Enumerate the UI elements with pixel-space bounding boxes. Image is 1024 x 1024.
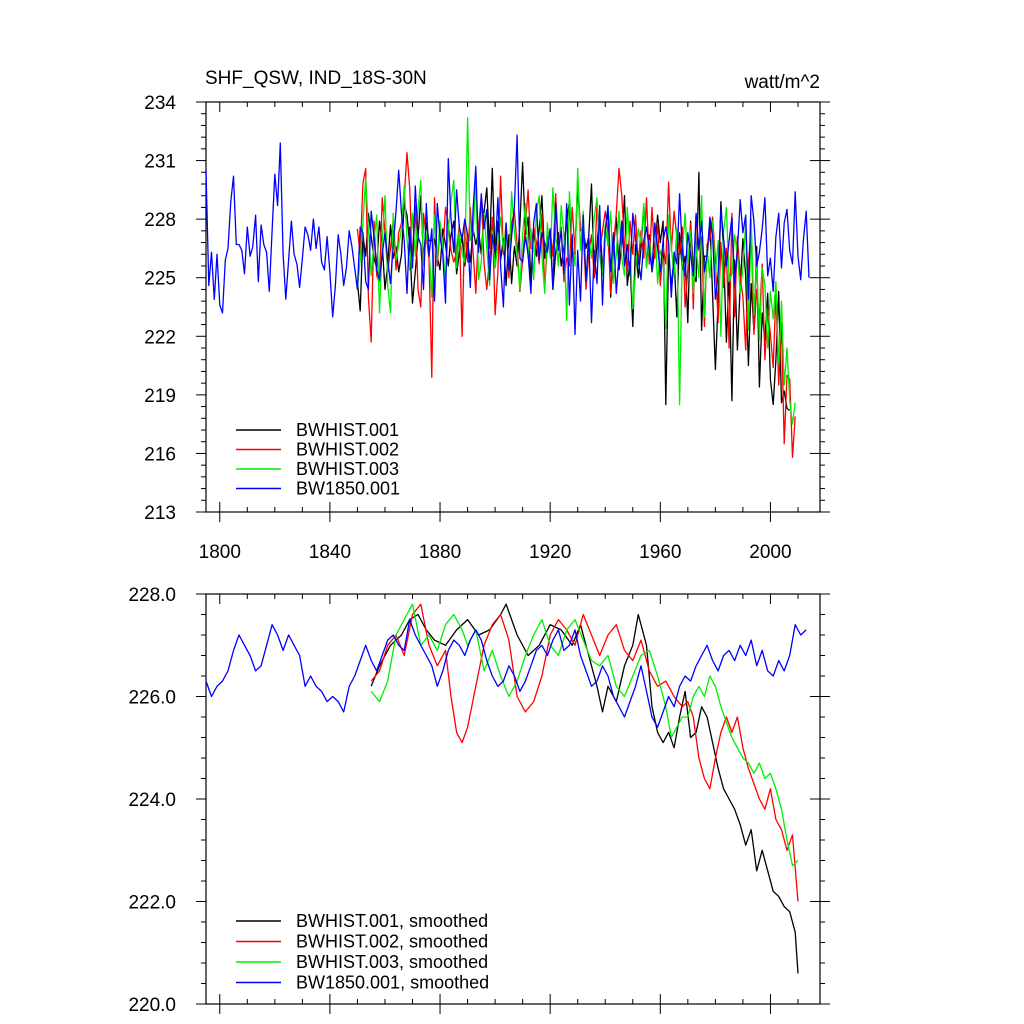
x-tick-label: 1800 xyxy=(199,542,241,563)
x-tick-label: 1880 xyxy=(419,542,461,563)
series-line-bwhist-002-smoothed xyxy=(370,603,799,902)
series-line-bwhist-003-smoothed xyxy=(370,603,799,867)
y-tick-label: 213 xyxy=(144,503,176,524)
y-tick-label: 219 xyxy=(144,386,176,407)
legend-label: BW1850.001 xyxy=(296,479,400,499)
x-tick-label: 1840 xyxy=(309,542,351,563)
bottom-panel: 220.0 222.0 224.0 226.0 228.0 BWHIST.001, sm… xyxy=(128,585,830,1016)
top-units: watt/m^2 xyxy=(744,72,820,93)
x-tick-label: 1920 xyxy=(529,542,571,563)
series-line-bw1850-001 xyxy=(205,134,810,335)
bottom-axes: 220.0 222.0 224.0 226.0 228.0 xyxy=(128,585,830,1016)
x-tick-label: 2000 xyxy=(749,542,791,563)
y-tick-label: 224.0 xyxy=(128,790,176,811)
top-series-group xyxy=(205,116,810,458)
y-tick-label: 234 xyxy=(144,93,176,114)
top-plot-frame xyxy=(205,101,821,513)
top-panel: SHF_QSW, IND_18S-30N watt/m^2 1800 1840 18… xyxy=(144,68,830,563)
y-tick-label: 222 xyxy=(144,327,176,348)
y-tick-label: 225 xyxy=(144,269,176,290)
legend-label: BWHIST.002, smoothed xyxy=(296,932,488,952)
legend-label: BWHIST.003, smoothed xyxy=(296,952,488,972)
top-title: SHF_QSW, IND_18S-30N xyxy=(205,68,427,89)
y-tick-label: 216 xyxy=(144,444,176,465)
y-tick-label: 226.0 xyxy=(128,688,176,709)
legend-label: BWHIST.001 xyxy=(296,420,399,440)
legend-label: BW1850.001, smoothed xyxy=(296,973,489,993)
y-tick-label: 228.0 xyxy=(128,585,176,606)
y-tick-label: 222.0 xyxy=(128,893,176,914)
top-axes: 1800 1840 1880 1920 1960 2000 213 216 219 222 225 2… xyxy=(144,93,830,563)
legend-label: BWHIST.003 xyxy=(296,459,399,479)
y-tick-label: 228 xyxy=(144,210,176,231)
x-tick-label: 1960 xyxy=(639,542,681,563)
legend-label: BWHIST.002 xyxy=(296,440,399,460)
legend-label: BWHIST.001, smoothed xyxy=(296,911,488,931)
series-line-bwhist-001-smoothed xyxy=(370,603,799,974)
bottom-series-group xyxy=(205,603,807,974)
y-tick-label: 220.0 xyxy=(128,995,176,1016)
series-line-bw1850-001-smoothed xyxy=(205,618,807,728)
y-tick-label: 231 xyxy=(144,152,176,173)
series-line-bwhist-003 xyxy=(356,116,796,425)
